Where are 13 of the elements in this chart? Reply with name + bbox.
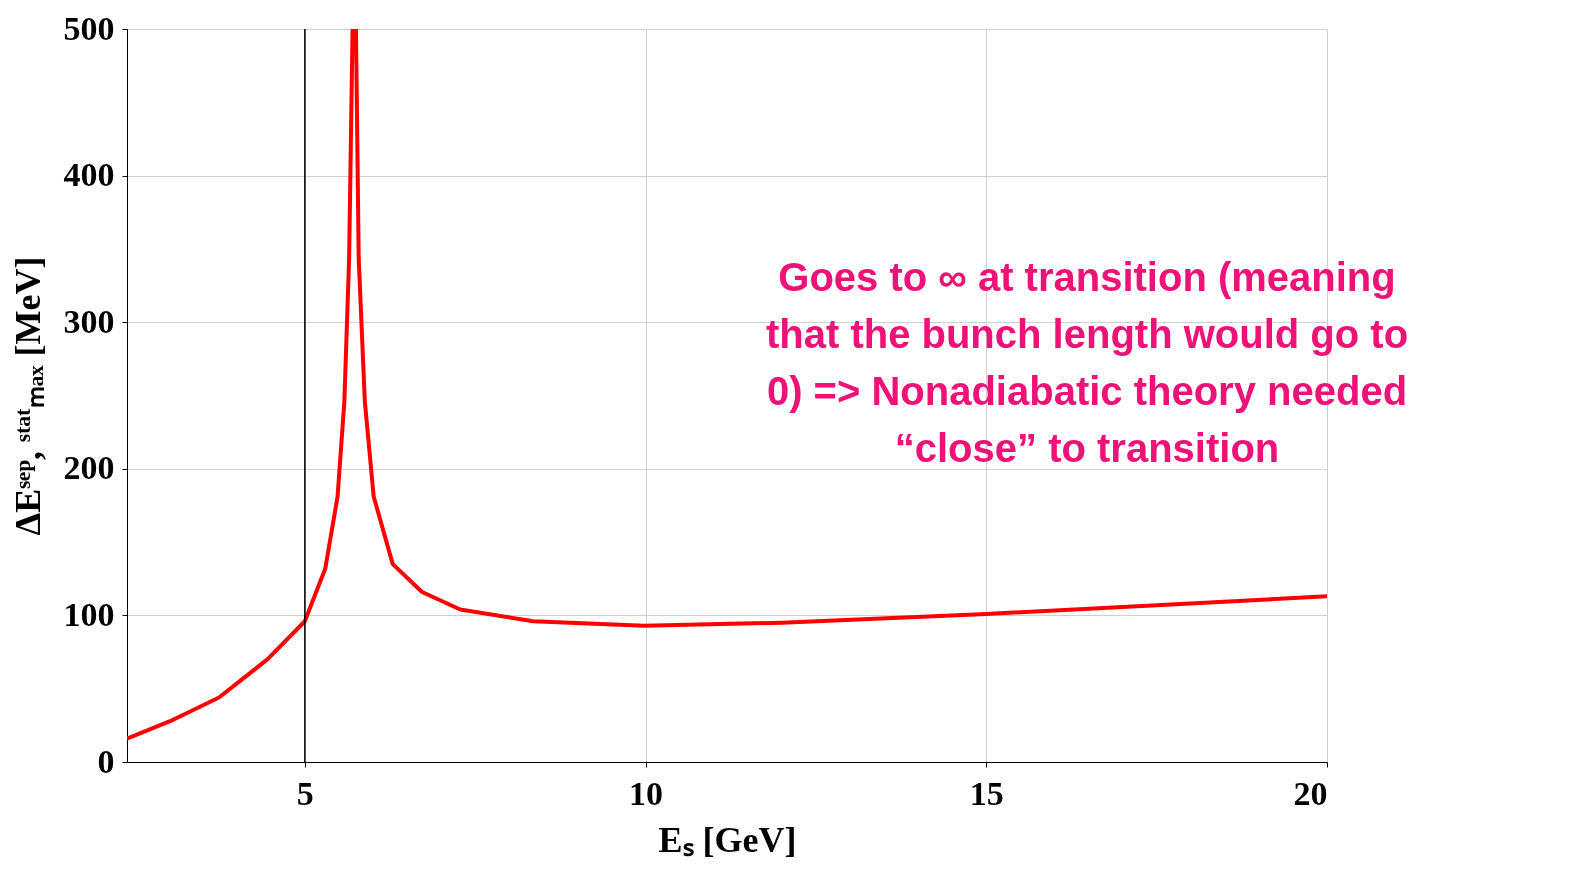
x-axis-title: Eₛ [GeV]	[658, 819, 797, 860]
x-tick-label: 15	[969, 774, 1004, 812]
y-tick-label: 300	[63, 302, 115, 340]
x-tick-label: 10	[629, 774, 664, 812]
y-tick-label: 100	[63, 595, 115, 633]
y-axis-title: ΔEˢᵉᵖ, ˢᵗᵃᵗₘₐₓ [MeV]	[7, 256, 48, 536]
x-tick-label: 5	[296, 774, 314, 812]
y-tick-label: 0	[97, 742, 115, 780]
x-tick-label: 20	[1293, 774, 1328, 812]
y-tick-label: 200	[63, 449, 115, 487]
y-tick-label: 500	[63, 9, 115, 47]
annotation: Goes to ∞ at transition (meaning that the bunch length would go to 0) => Nonadiabatic theory needed “close” to transition	[765, 255, 1409, 470]
y-tick-label: 400	[63, 156, 115, 194]
